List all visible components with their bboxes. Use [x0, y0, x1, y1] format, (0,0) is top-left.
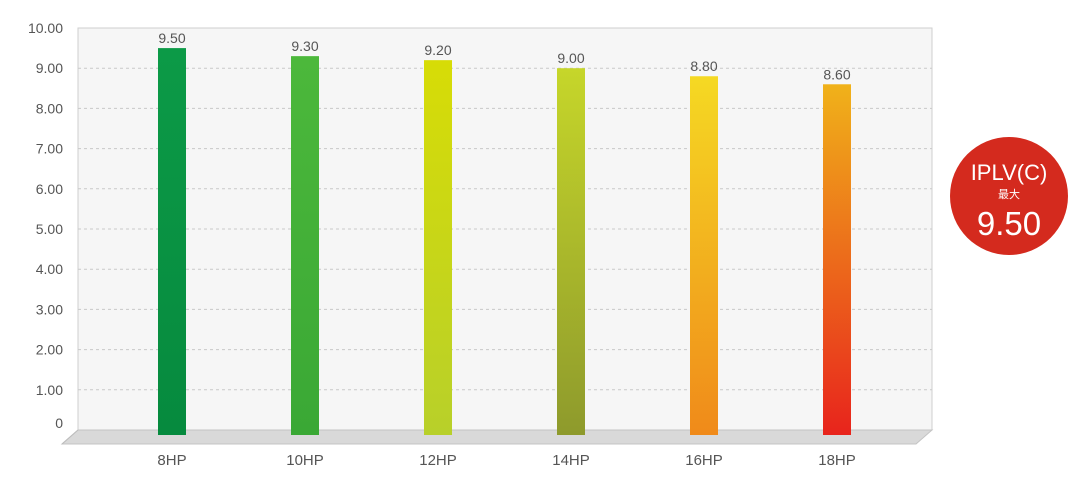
x-tick-label: 16HP — [685, 452, 723, 469]
x-tick-label: 14HP — [552, 452, 590, 469]
y-tick-label: 7.00 — [36, 141, 63, 157]
bars — [158, 48, 851, 436]
y-tick-label: 1.00 — [36, 382, 63, 398]
y-tick-label: 5.00 — [36, 221, 63, 237]
value-label: 8.60 — [823, 66, 850, 82]
bar-16hp — [690, 76, 718, 436]
plot-background — [60, 27, 934, 445]
bar-14hp — [557, 68, 585, 435]
bar-18hp — [823, 84, 851, 435]
badge-subtitle: 最大 — [998, 187, 1020, 201]
badge-title: IPLV(C) — [971, 160, 1048, 185]
y-tick-label: 4.00 — [36, 261, 63, 277]
x-axis-labels: 8HP 10HP 12HP 14HP 16HP 18HP — [157, 452, 855, 469]
plot-floor — [60, 429, 934, 445]
bar-8hp — [158, 48, 186, 435]
bar-12hp — [424, 60, 452, 435]
bar-10hp — [291, 56, 319, 435]
y-tick-label: 3.00 — [36, 301, 63, 317]
y-tick-label: 6.00 — [36, 181, 63, 197]
max-iplv-badge: IPLV(C) 最大 9.50 — [950, 137, 1068, 255]
value-label: 9.50 — [158, 30, 185, 46]
y-tick-label: 10.00 — [28, 20, 63, 36]
y-tick-label: 8.00 — [36, 100, 63, 116]
grid-lines — [78, 67, 932, 391]
badge-circle — [950, 137, 1068, 255]
badge-value: 9.50 — [977, 205, 1041, 242]
x-tick-label: 10HP — [286, 452, 324, 469]
value-label: 9.30 — [291, 38, 318, 54]
y-axis-ticks: 0 1.00 2.00 3.00 4.00 5.00 6.00 7.00 8.00 9.00 10.… — [28, 20, 63, 431]
y-tick-label: 0 — [55, 415, 63, 431]
x-tick-label: 18HP — [818, 452, 856, 469]
value-label: 8.80 — [690, 58, 717, 74]
y-tick-label: 2.00 — [36, 342, 63, 358]
value-label: 9.20 — [424, 42, 451, 58]
x-tick-label: 8HP — [157, 452, 186, 469]
floor-edge — [61, 429, 79, 445]
x-tick-label: 12HP — [419, 452, 457, 469]
y-tick-label: 9.00 — [36, 60, 63, 76]
value-label: 9.00 — [557, 50, 584, 66]
value-labels: 9.50 9.30 9.20 9.00 8.80 8.60 — [158, 30, 850, 82]
